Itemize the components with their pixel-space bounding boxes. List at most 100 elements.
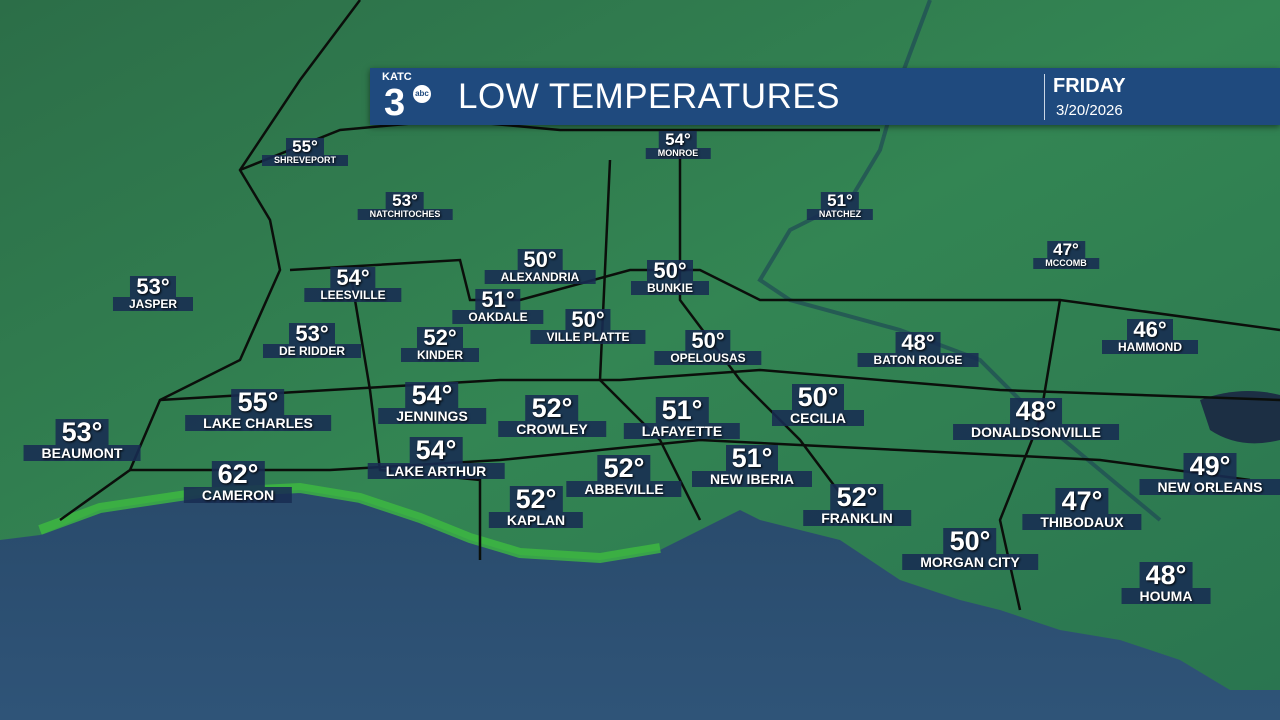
city-temperature: 50° bbox=[791, 384, 845, 411]
city-name: DE RIDDER bbox=[262, 344, 362, 358]
city-name: LAFAYETTE bbox=[623, 423, 741, 439]
city-label: 48° BATON ROUGE bbox=[857, 332, 979, 367]
city-name: NATCHITOCHES bbox=[357, 209, 453, 220]
city-temperature: 49° bbox=[1183, 453, 1237, 480]
city-label: 54° LEESVILLE bbox=[304, 267, 402, 302]
city-temperature: 50° bbox=[943, 528, 997, 555]
city-label: 52° CROWLEY bbox=[498, 395, 606, 437]
city-temperature: 54° bbox=[405, 382, 459, 409]
city-name: NATCHEZ bbox=[806, 209, 874, 220]
city-name: CROWLEY bbox=[498, 421, 606, 437]
city-temperature: 53° bbox=[386, 192, 424, 209]
city-name: LAKE ARTHUR bbox=[367, 463, 505, 479]
city-temperature: 52° bbox=[830, 484, 884, 511]
city-label: 54° JENNINGS bbox=[378, 382, 486, 424]
city-temperature: 51° bbox=[821, 192, 859, 209]
city-name: FRANKLIN bbox=[803, 510, 911, 526]
city-label: 53° NATCHITOCHES bbox=[357, 192, 453, 220]
city-label: 50° MORGAN CITY bbox=[902, 528, 1038, 570]
city-temperature: 54° bbox=[330, 267, 376, 289]
city-name: KINDER bbox=[400, 348, 480, 362]
city-temperature: 55° bbox=[231, 389, 285, 416]
city-temperature: 55° bbox=[286, 138, 324, 155]
city-label: 51° NEW IBERIA bbox=[692, 445, 812, 487]
city-name: OAKDALE bbox=[452, 310, 544, 324]
city-label: 55° LAKE CHARLES bbox=[185, 389, 331, 431]
city-name: MORGAN CITY bbox=[902, 554, 1038, 570]
city-label: 48° HOUMA bbox=[1121, 562, 1211, 604]
city-temperature: 48° bbox=[1009, 398, 1063, 425]
city-name: DONALDSONVILLE bbox=[953, 424, 1119, 440]
city-label: 54° LAKE ARTHUR bbox=[367, 437, 505, 479]
city-name: MCCOMB bbox=[1033, 258, 1099, 269]
city-temperature: 50° bbox=[647, 260, 693, 282]
city-label: 47° THIBODAUX bbox=[1022, 488, 1142, 530]
city-name: LAKE CHARLES bbox=[185, 415, 331, 431]
forecast-day: FRIDAY bbox=[1053, 75, 1126, 97]
city-label: 53° DE RIDDER bbox=[262, 323, 362, 358]
city-temperature: 48° bbox=[895, 332, 941, 354]
city-name: LEESVILLE bbox=[304, 288, 402, 302]
city-temperature: 54° bbox=[409, 437, 463, 464]
city-temperature: 52° bbox=[417, 327, 463, 349]
city-temperature: 50° bbox=[685, 330, 731, 352]
coastal-marsh bbox=[38, 482, 661, 564]
city-temperature: 52° bbox=[597, 455, 651, 482]
city-label: 50° ALEXANDRIA bbox=[484, 249, 596, 284]
city-name: ALEXANDRIA bbox=[484, 270, 596, 284]
city-label: 52° FRANKLIN bbox=[803, 484, 911, 526]
city-temperature: 52° bbox=[525, 395, 579, 422]
city-label: 53° JASPER bbox=[112, 276, 194, 311]
city-temperature: 48° bbox=[1139, 562, 1193, 589]
city-name: ABBEVILLE bbox=[566, 481, 682, 497]
city-label: 52° KAPLAN bbox=[488, 486, 584, 528]
city-label: 49° NEW ORLEANS bbox=[1139, 453, 1280, 495]
city-temperature: 50° bbox=[517, 249, 563, 271]
city-label: 52° KINDER bbox=[400, 327, 480, 362]
city-label: 51° LAFAYETTE bbox=[623, 397, 741, 439]
city-name: BATON ROUGE bbox=[857, 353, 979, 367]
city-name: OPELOUSAS bbox=[654, 351, 762, 365]
city-temperature: 52° bbox=[509, 486, 563, 513]
city-label: 47° MCCOMB bbox=[1033, 241, 1099, 269]
city-name: CECILIA bbox=[772, 410, 864, 426]
city-temperature: 53° bbox=[55, 419, 109, 446]
city-name: HAMMOND bbox=[1102, 340, 1198, 354]
city-name: VILLE PLATTE bbox=[530, 330, 646, 344]
city-temperature: 46° bbox=[1127, 319, 1173, 341]
katc-abc-logo: KATC 3 abc bbox=[382, 71, 442, 123]
city-temperature: 47° bbox=[1055, 488, 1109, 515]
city-name: SHREVEPORT bbox=[261, 155, 349, 166]
city-label: 50° CECILIA bbox=[772, 384, 864, 426]
city-label: 48° DONALDSONVILLE bbox=[953, 398, 1119, 440]
lake-pontchartrain bbox=[1200, 391, 1280, 444]
city-name: CAMERON bbox=[183, 487, 293, 503]
city-name: BUNKIE bbox=[630, 281, 710, 295]
city-name: JENNINGS bbox=[378, 408, 486, 424]
city-name: NEW ORLEANS bbox=[1139, 479, 1280, 495]
city-name: HOUMA bbox=[1121, 588, 1211, 604]
city-label: 50° BUNKIE bbox=[630, 260, 710, 295]
city-temperature: 62° bbox=[211, 461, 265, 488]
city-label: 51° OAKDALE bbox=[452, 289, 544, 324]
city-name: MONROE bbox=[645, 148, 711, 159]
city-label: 62° CAMERON bbox=[183, 461, 293, 503]
city-label: 51° NATCHEZ bbox=[806, 192, 874, 220]
city-label: 53° BEAUMONT bbox=[23, 419, 141, 461]
land bbox=[0, 0, 1280, 690]
forecast-date: 3/20/2026 bbox=[1056, 102, 1123, 119]
city-name: KAPLAN bbox=[488, 512, 584, 528]
city-name: BEAUMONT bbox=[23, 445, 141, 461]
city-temperature: 51° bbox=[725, 445, 779, 472]
city-label: 55° SHREVEPORT bbox=[261, 138, 349, 166]
city-temperature: 47° bbox=[1047, 241, 1085, 258]
city-temperature: 51° bbox=[655, 397, 709, 424]
city-name: NEW IBERIA bbox=[692, 471, 812, 487]
city-temperature: 53° bbox=[130, 276, 176, 298]
city-temperature: 54° bbox=[659, 131, 697, 148]
city-name: THIBODAUX bbox=[1022, 514, 1142, 530]
city-temperature: 51° bbox=[475, 289, 521, 311]
city-label: 50° OPELOUSAS bbox=[654, 330, 762, 365]
title-banner: KATC 3 abc LOW TEMPERATURES FRIDAY 3/20/20… bbox=[370, 68, 1280, 125]
city-label: 52° ABBEVILLE bbox=[566, 455, 682, 497]
